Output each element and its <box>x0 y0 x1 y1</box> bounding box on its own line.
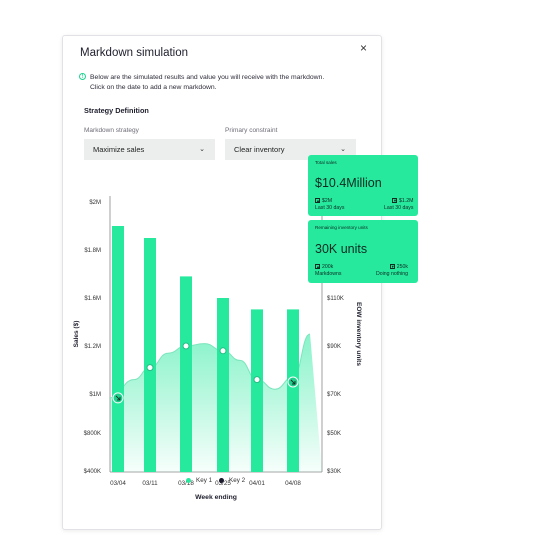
y-tick-label: $400K <box>84 469 101 475</box>
markdown-strategy-value: Maximize sales <box>93 145 145 154</box>
legend-swatch <box>186 477 191 483</box>
stat-label: Doing nothing <box>376 270 409 277</box>
primary-constraint-value: Clear inventory <box>234 145 285 154</box>
y2-tick-label: $30K <box>327 469 341 475</box>
y-tick-label: $800K <box>84 431 101 437</box>
card-stat-right: ▼ $1.2M Last 30 days <box>384 198 413 211</box>
y-tick-label: $2M <box>89 200 101 206</box>
card-stat-left: ▲ 200k Markdowns <box>315 264 342 277</box>
x-tick-label[interactable]: 03/11 <box>142 480 158 487</box>
chevron-down-icon: ⌄ <box>199 146 205 153</box>
legend-swatch <box>219 477 224 483</box>
card-title: Total sales <box>315 160 337 165</box>
card-stat-right: ▼ 250k Doing nothing <box>376 264 408 277</box>
card-title: Remaining inventory units <box>315 225 368 230</box>
stat-value: 200k <box>322 264 334 270</box>
y2-tick-label: $50K <box>327 431 341 437</box>
key2-area <box>110 334 322 472</box>
info-text: Below are the simulated results and valu… <box>90 74 325 91</box>
markdown-strategy-select[interactable]: Maximize sales ⌄ <box>84 139 215 160</box>
x-tick-label[interactable]: 04/01 <box>249 480 265 487</box>
x-tick-label[interactable]: 03/04 <box>110 480 126 487</box>
x-tick-label[interactable]: 03/25 <box>215 480 231 487</box>
x-tick-label[interactable]: 03/18 <box>178 480 194 487</box>
key1-bar[interactable] <box>112 226 124 472</box>
remaining-inventory-card: Remaining inventory units 30K units ▲ 200… <box>308 220 418 283</box>
stat-label: Markdowns <box>315 270 342 277</box>
chevron-down-icon: ⌄ <box>340 146 346 153</box>
y-tick-label: $1.6M <box>84 296 101 302</box>
y2-tick-label: $70K <box>327 392 341 398</box>
markdown-point-icon[interactable] <box>112 392 124 404</box>
card-value: 30K units <box>315 242 368 256</box>
y2-tick-label: $110K <box>327 296 344 302</box>
y2-tick-label: $90K <box>327 344 341 350</box>
info-icon: ! <box>79 73 86 80</box>
y2-axis-title: EOW inventory units <box>355 302 362 366</box>
modal-title: Markdown simulation <box>80 47 189 59</box>
legend-item-key1: Key 1 <box>186 477 212 484</box>
arrow-down-icon: ▼ <box>392 198 397 204</box>
arrow-up-icon: ▲ <box>315 198 320 204</box>
arrow-up-icon: ▲ <box>315 264 320 270</box>
key1-bar[interactable] <box>217 298 229 472</box>
close-icon[interactable]: × <box>360 41 368 55</box>
primary-constraint-label: Primary constraint <box>225 127 278 134</box>
key1-bar[interactable] <box>144 238 156 472</box>
stat-value: 250k <box>396 264 409 270</box>
y-tick-label: $1.8M <box>84 248 101 254</box>
key1-bar[interactable] <box>287 309 299 472</box>
key1-bar[interactable] <box>251 309 263 472</box>
x-axis-title: Week ending <box>195 494 237 501</box>
total-sales-card: Total sales $10.4Million ▲ $2M Last 30 da… <box>308 155 418 216</box>
stat-value: $1.2M <box>399 198 414 204</box>
y-tick-label: $1.2M <box>84 344 101 350</box>
data-point[interactable] <box>253 376 261 384</box>
stat-label: Last 30 days <box>384 204 414 211</box>
arrow-down-icon: ▼ <box>389 264 395 270</box>
legend-label: Key 1 <box>196 477 213 484</box>
legend-label: Key 2 <box>229 477 246 484</box>
data-point[interactable] <box>146 364 154 372</box>
y-tick-label: $1M <box>89 392 101 398</box>
data-point[interactable] <box>182 342 190 350</box>
data-point[interactable] <box>219 347 227 355</box>
primary-constraint-select[interactable]: Clear inventory ⌄ <box>225 139 356 160</box>
markdown-strategy-label: Markdown strategy <box>84 127 139 134</box>
key1-bar[interactable] <box>180 276 192 472</box>
legend-item-key2: Key 2 <box>219 477 245 484</box>
strategy-heading: Strategy Definition <box>84 106 149 115</box>
stat-label: Last 30 days <box>315 204 345 211</box>
x-tick-label[interactable]: 04/08 <box>285 480 301 487</box>
card-value: $10.4Million <box>315 176 382 190</box>
stat-value: $2M <box>322 198 333 204</box>
markdown-point-icon[interactable] <box>287 376 299 388</box>
card-stat-left: ▲ $2M Last 30 days <box>315 198 344 211</box>
y-axis-title: Sales ($) <box>73 321 80 348</box>
